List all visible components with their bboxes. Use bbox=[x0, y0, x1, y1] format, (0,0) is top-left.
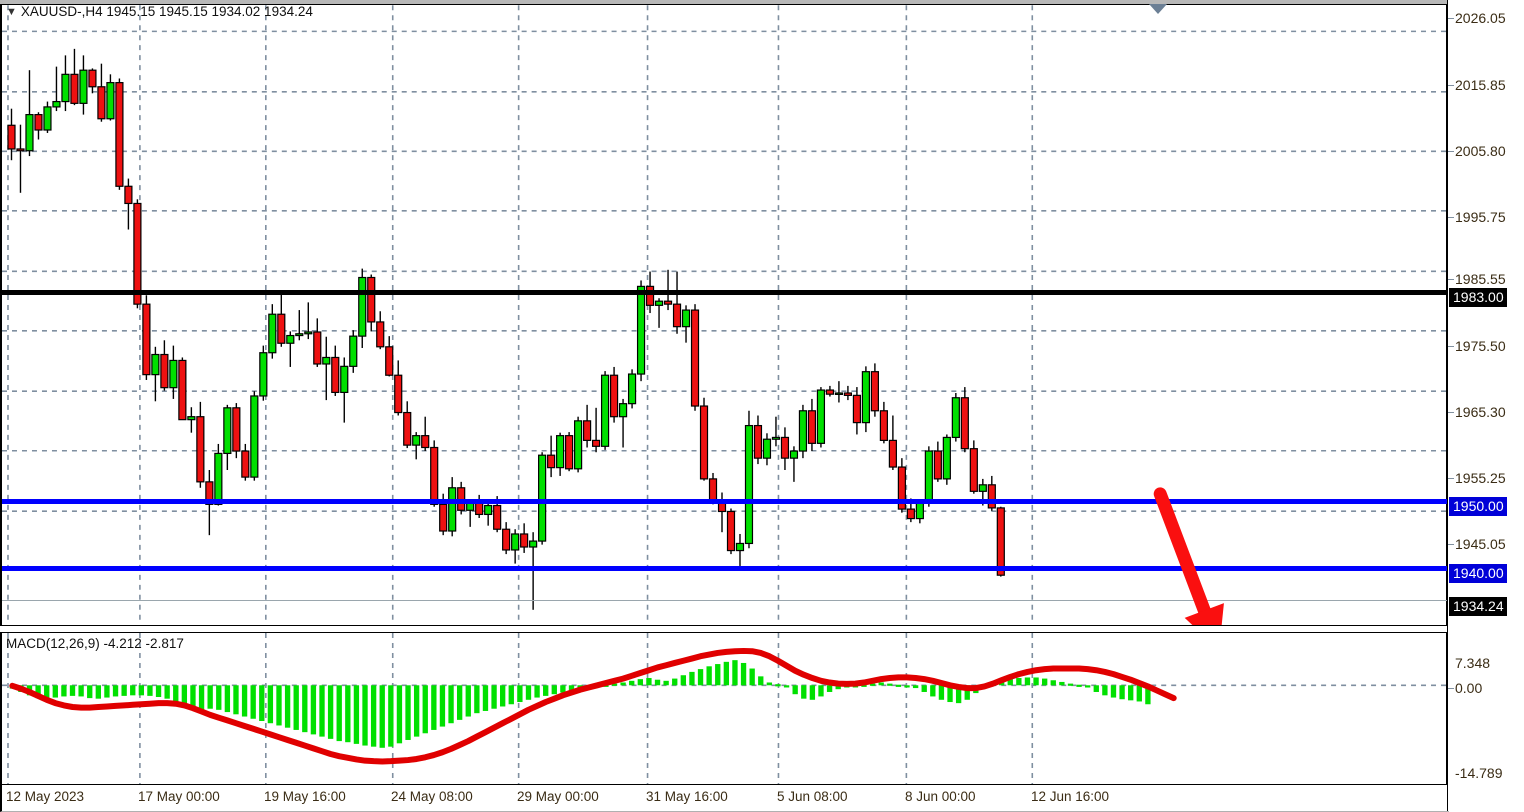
price-axis-label: 1985.55 bbox=[1455, 271, 1506, 287]
time-axis-label: 19 May 16:00 bbox=[264, 789, 346, 804]
time-axis-label: 17 May 00:00 bbox=[138, 789, 220, 804]
level-line-1983-00[interactable] bbox=[2, 290, 1449, 295]
time-axis-label: 5 Jun 08:00 bbox=[777, 789, 848, 804]
price-axis-tick bbox=[1448, 412, 1454, 413]
price-axis-tick bbox=[1448, 18, 1454, 19]
price-axis-tag: 1940.00 bbox=[1449, 564, 1507, 583]
price-axis-tag: 1934.24 bbox=[1449, 597, 1507, 616]
symbol-header: ▼ XAUUSD-,H4 1945.15 1945.15 1934.02 1934… bbox=[6, 4, 313, 19]
price-axis-label: 2026.05 bbox=[1455, 10, 1506, 26]
price-chart-pane[interactable] bbox=[0, 4, 1449, 626]
price-axis-label: 1955.25 bbox=[1455, 470, 1506, 486]
level-line-1950-00[interactable] bbox=[2, 499, 1449, 504]
symbol-header-label: XAUUSD-,H4 1945.15 1945.15 1934.02 1934.… bbox=[20, 4, 313, 19]
price-axis-tick bbox=[1448, 279, 1454, 280]
window-top-strip bbox=[0, 0, 1447, 4]
price-axis-tag: 1983.00 bbox=[1449, 288, 1507, 307]
price-axis-label: 1945.05 bbox=[1455, 536, 1506, 552]
level-line-1934-24[interactable] bbox=[2, 600, 1449, 601]
bar-marker-triangle-icon bbox=[1149, 4, 1167, 14]
time-axis-label: 12 May 2023 bbox=[6, 789, 85, 804]
price-axis-label: 0.00 bbox=[1455, 680, 1483, 696]
price-axis-tick bbox=[1448, 151, 1454, 152]
price-axis-tick bbox=[1448, 688, 1454, 689]
macd-series bbox=[9, 647, 1177, 765]
collapse-icon[interactable]: ▼ bbox=[6, 6, 17, 18]
price-axis-label: 2005.80 bbox=[1455, 143, 1506, 159]
price-axis-label: 1965.30 bbox=[1455, 404, 1506, 420]
price-axis-label: 2015.85 bbox=[1455, 77, 1506, 93]
price-axis[interactable]: 2026.05 2015.85 2005.80 1995.75 1985.55 1983.… bbox=[1447, 0, 1524, 811]
price-axis-tick bbox=[1448, 544, 1454, 545]
price-axis-label: 7.348 bbox=[1455, 655, 1491, 671]
price-axis-tag: 1950.00 bbox=[1449, 497, 1507, 516]
price-axis-label: 1975.50 bbox=[1455, 338, 1506, 354]
price-axis-tick bbox=[1448, 85, 1454, 86]
time-axis-label: 24 May 08:00 bbox=[391, 789, 473, 804]
time-axis-label: 29 May 00:00 bbox=[517, 789, 599, 804]
price-axis-tick bbox=[1448, 217, 1454, 218]
price-axis-label: -14.789 bbox=[1455, 765, 1503, 781]
candlestick-series bbox=[7, 48, 1005, 610]
macd-pane[interactable] bbox=[0, 632, 1447, 785]
level-line-1940-00[interactable] bbox=[2, 566, 1449, 571]
time-axis-label: 31 May 16:00 bbox=[646, 789, 728, 804]
price-axis-label: 1995.75 bbox=[1455, 209, 1506, 225]
down-arrow-annotation[interactable] bbox=[2, 5, 1446, 625]
price-axis-tick bbox=[1448, 346, 1454, 347]
time-axis-label: 12 Jun 16:00 bbox=[1031, 789, 1110, 804]
macd-header-label: MACD(12,26,9) -4.212 -2.817 bbox=[6, 636, 184, 651]
time-axis: 12 May 2023 17 May 00:00 19 May 16:00 24 Ma… bbox=[0, 785, 1449, 812]
time-axis-label: 8 Jun 00:00 bbox=[905, 789, 976, 804]
price-axis-tick bbox=[1448, 478, 1454, 479]
